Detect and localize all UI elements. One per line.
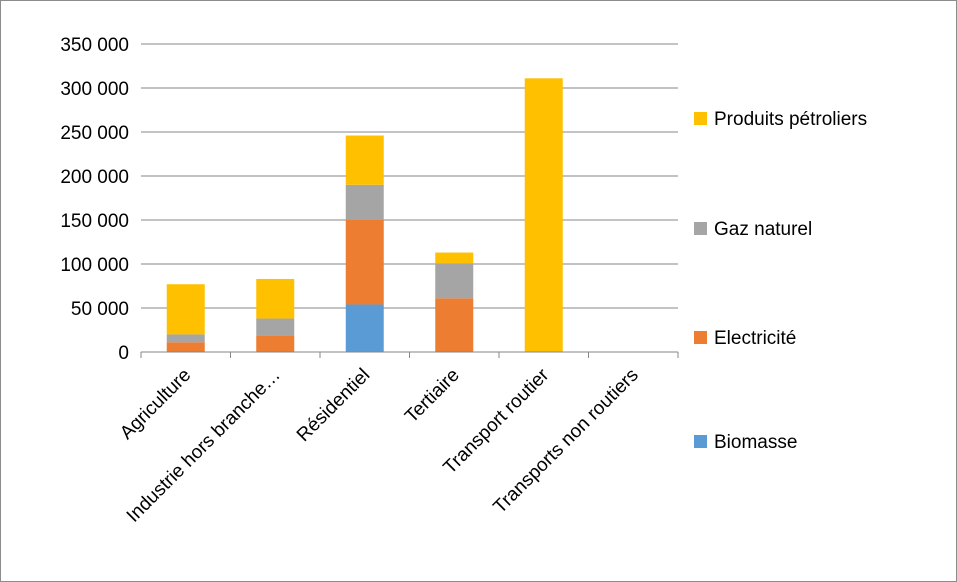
legend-swatch xyxy=(694,435,707,448)
bar-segment xyxy=(345,184,384,220)
bar-segment xyxy=(345,135,384,185)
legend-label: Gaz naturel xyxy=(714,219,812,240)
bar-segment xyxy=(256,318,295,336)
x-tick-label: Tertiaire xyxy=(401,365,464,428)
legend-label: Produits pétroliers xyxy=(714,109,867,130)
y-tick-label: 200 000 xyxy=(60,167,129,188)
legend-swatch xyxy=(694,331,707,344)
y-tick-label: 350 000 xyxy=(60,35,129,56)
bars xyxy=(166,78,563,352)
bar-segment xyxy=(166,342,205,352)
gridlines xyxy=(141,43,678,309)
bar-segment xyxy=(435,263,474,299)
x-tick-label: Transports non routiers xyxy=(490,365,643,518)
y-tick-label: 300 000 xyxy=(60,79,129,100)
legend-label: Biomasse xyxy=(714,432,797,453)
bar-segment xyxy=(435,252,474,264)
y-tick-label: 0 xyxy=(118,343,129,364)
legend-swatch xyxy=(694,112,707,125)
bar-segment xyxy=(435,298,474,352)
bar-segment xyxy=(524,78,563,352)
bar-segment xyxy=(345,304,384,352)
y-tick-label: 250 000 xyxy=(60,123,129,144)
bar-segment xyxy=(256,335,295,352)
legend-swatch xyxy=(694,222,707,235)
legend-label: Electricité xyxy=(714,328,796,349)
bar-segment xyxy=(256,278,295,319)
bar-segment xyxy=(166,334,205,343)
x-axis xyxy=(140,351,679,358)
x-tick-label: Agriculture xyxy=(116,365,195,444)
y-tick-label: 150 000 xyxy=(60,211,129,232)
x-tick-label: Industrie hors branche… xyxy=(123,365,285,527)
y-tick-label: 50 000 xyxy=(71,299,129,320)
y-tick-label: 100 000 xyxy=(60,255,129,276)
x-tick-label: Résidentiel xyxy=(293,365,374,446)
bar-segment xyxy=(345,220,384,305)
bar-segment xyxy=(166,284,205,335)
legend: Produits pétroliers Gaz naturel Electricit… xyxy=(694,109,867,453)
y-axis-tick-labels: 0 50 000 100 000 150 000 200 000 250 000 300 0… xyxy=(60,35,129,364)
